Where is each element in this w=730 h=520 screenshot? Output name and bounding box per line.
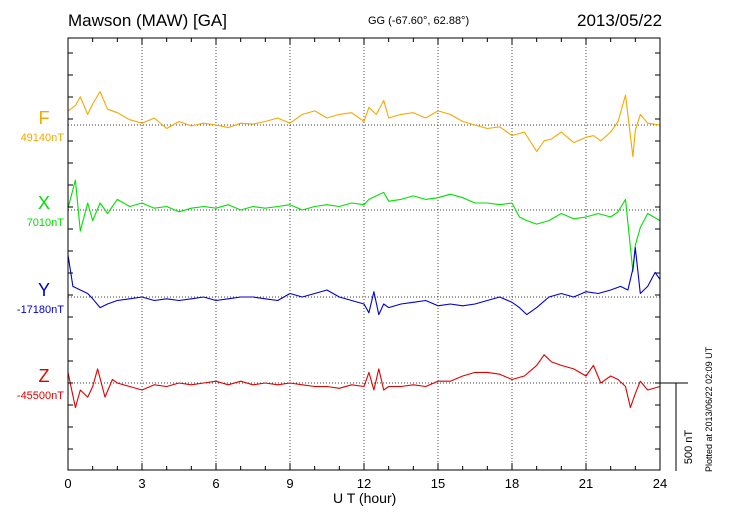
series-line-z xyxy=(67,354,661,409)
chart-title: Mawson (MAW) [GA] xyxy=(68,11,227,30)
series-line-x xyxy=(67,179,661,273)
plot-frame xyxy=(67,37,688,471)
grid-lines xyxy=(68,38,660,470)
series-lines xyxy=(67,91,661,409)
station-coordinates: GG (-67.60°, 62.88°) xyxy=(368,15,470,27)
series-name-z: Z xyxy=(39,366,50,386)
x-tick-label: 21 xyxy=(579,476,593,491)
series-name-y: Y xyxy=(38,280,50,300)
scale-bar-label: 500 nT xyxy=(683,430,695,465)
x-tick-label: 9 xyxy=(286,476,293,491)
baseline-value-x: 7010nT xyxy=(27,217,65,229)
x-tick-label: 3 xyxy=(138,476,145,491)
chart-date: 2013/05/22 xyxy=(577,11,663,30)
series-name-x: X xyxy=(38,193,50,213)
series-line-y xyxy=(67,247,661,316)
baseline-value-z: -45500nT xyxy=(17,390,64,402)
baseline-value-y: -17180nT xyxy=(17,304,64,316)
labels: 0 3 6 9 12 15 18 21 24 F 49140nT X 7010nT Y -17180nT Z -… xyxy=(17,108,695,491)
x-tick-label: 24 xyxy=(653,476,667,491)
x-tick-label: 12 xyxy=(357,476,371,491)
x-tick-label: 6 xyxy=(212,476,219,491)
x-tick-label: 0 xyxy=(64,476,71,491)
series-line-f xyxy=(67,91,661,158)
baseline-value-f: 49140nT xyxy=(21,132,65,144)
series-name-f: F xyxy=(39,108,50,128)
x-axis-label: U T (hour) xyxy=(333,490,397,506)
x-tick-label: 18 xyxy=(505,476,519,491)
x-tick-label: 15 xyxy=(431,476,445,491)
